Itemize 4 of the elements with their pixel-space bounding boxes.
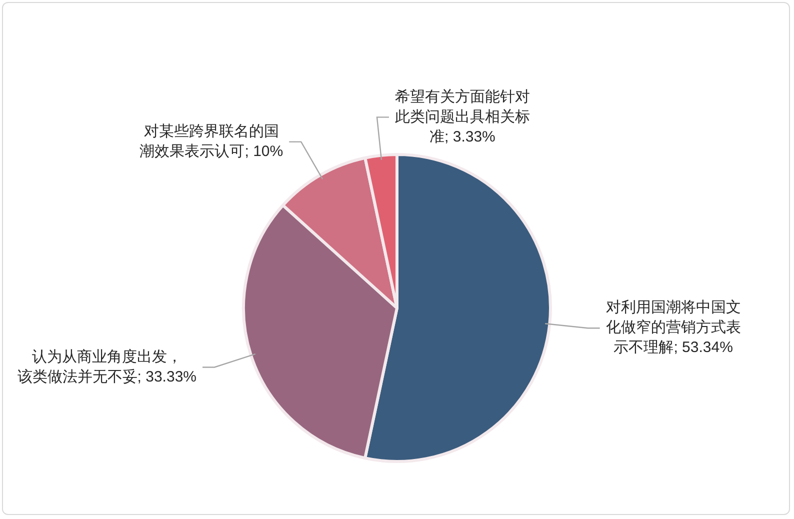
- slice-label: 对利用国潮将中国文化做窄的营销方式表示不理解; 53.34%: [606, 299, 741, 356]
- slice-label: 希望有关方面能针对此类问题出具相关标准; 3.33%: [394, 88, 530, 146]
- slice-label: 对某些跨界联名的国潮效果表示认可; 10%: [140, 122, 284, 160]
- slice-label: 认为从商业角度出发，该类做法并无不妥; 33.33%: [17, 348, 196, 386]
